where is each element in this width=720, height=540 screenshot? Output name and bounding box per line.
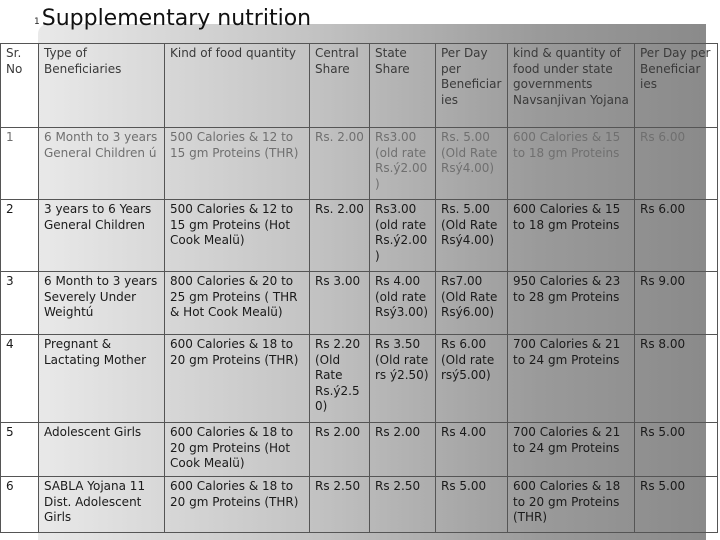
- cell-state-share: Rs3.00 (old rate Rs.ý2.00 ): [369, 127, 436, 200]
- cell-sr-no: 1: [0, 127, 39, 200]
- cell-per-day-state: Rs 9.00: [634, 271, 718, 335]
- slide-number: 1: [34, 17, 40, 27]
- header-central-share: Central Share: [309, 43, 370, 128]
- cell-sr-no: 3: [0, 271, 39, 335]
- cell-food-quantity: 600 Calories & 18 to 20 gm Proteins (THR…: [164, 476, 310, 533]
- cell-per-day: Rs. 5.00 (Old Rate Rsý4.00): [435, 199, 508, 272]
- cell-central-share: Rs 2.20 (Old Rate Rs.ý2.5 0): [309, 334, 370, 423]
- cell-per-day-state: Rs 6.00: [634, 199, 718, 272]
- cell-beneficiary-type: 3 years to 6 Years General Children: [38, 199, 165, 272]
- table-row: 4 Pregnant & Lactating Mother 600 Calori…: [0, 334, 718, 423]
- cell-state-food-quantity: 950 Calories & 23 to 28 gm Proteins: [507, 271, 635, 335]
- cell-state-share: Rs 4.00 (old rate Rsý3.00): [369, 271, 436, 335]
- cell-state-food-quantity: 600 Calories & 15 to 18 gm Proteins: [507, 199, 635, 272]
- cell-food-quantity: 600 Calories & 18 to 20 gm Proteins (THR…: [164, 334, 310, 423]
- table-row: 3 6 Month to 3 years Severely Under Weig…: [0, 271, 718, 335]
- cell-per-day: Rs 4.00: [435, 422, 508, 477]
- cell-beneficiary-type: Adolescent Girls: [38, 422, 165, 477]
- cell-per-day-state: Rs 6.00: [634, 127, 718, 200]
- table-row: 2 3 years to 6 Years General Children 50…: [0, 199, 718, 272]
- cell-state-food-quantity: 600 Calories & 18 to 20 gm Proteins (THR…: [507, 476, 635, 533]
- cell-central-share: Rs. 2.00: [309, 127, 370, 200]
- header-state-share: State Share: [369, 43, 436, 128]
- cell-per-day: Rs. 5.00 (Old Rate Rsý4.00): [435, 127, 508, 200]
- cell-food-quantity: 600 Calories & 18 to 20 gm Proteins (Hot…: [164, 422, 310, 477]
- cell-beneficiary-type: SABLA Yojana 11 Dist. Adolescent Girls: [38, 476, 165, 533]
- header-per-day-state: Per Day per Beneficiar ies: [634, 43, 718, 128]
- cell-state-share: Rs 2.00: [369, 422, 436, 477]
- nutrition-table: Sr. No Type of Beneficiaries Kind of foo…: [0, 43, 718, 533]
- cell-central-share: Rs 2.00: [309, 422, 370, 477]
- cell-state-share: Rs 3.50 (Old rate rs ý2.50): [369, 334, 436, 423]
- cell-beneficiary-type: Pregnant & Lactating Mother: [38, 334, 165, 423]
- cell-sr-no: 4: [0, 334, 39, 423]
- cell-per-day: Rs 5.00: [435, 476, 508, 533]
- cell-sr-no: 2: [0, 199, 39, 272]
- cell-per-day-state: Rs 5.00: [634, 422, 718, 477]
- cell-per-day-state: Rs 8.00: [634, 334, 718, 423]
- table-row: 5 Adolescent Girls 600 Calories & 18 to …: [0, 422, 718, 477]
- cell-food-quantity: 500 Calories & 12 to 15 gm Proteins (THR…: [164, 127, 310, 200]
- cell-beneficiary-type: 6 Month to 3 years General Children ú: [38, 127, 165, 200]
- header-per-day: Per Day per Beneficiar ies: [435, 43, 508, 128]
- cell-food-quantity: 500 Calories & 12 to 15 gm Proteins (Hot…: [164, 199, 310, 272]
- cell-per-day: Rs7.00 (Old Rate Rsý6.00): [435, 271, 508, 335]
- cell-central-share: Rs 2.50: [309, 476, 370, 533]
- cell-state-share: Rs3.00 (old rate Rs.ý2.00 ): [369, 199, 436, 272]
- cell-state-food-quantity: 700 Calories & 21 to 24 gm Proteins: [507, 422, 635, 477]
- header-food-quantity: Kind of food quantity: [164, 43, 310, 128]
- cell-state-food-quantity: 600 Calories & 15 to 18 gm Proteins: [507, 127, 635, 200]
- header-beneficiary-type: Type of Beneficiaries: [38, 43, 165, 128]
- cell-sr-no: 5: [0, 422, 39, 477]
- cell-sr-no: 6: [0, 476, 39, 533]
- header-sr-no: Sr. No: [0, 43, 39, 128]
- slide-title: 1 Supplementary nutrition: [34, 0, 311, 34]
- cell-central-share: Rs. 2.00: [309, 199, 370, 272]
- cell-state-share: Rs 2.50: [369, 476, 436, 533]
- cell-state-food-quantity: 700 Calories & 21 to 24 gm Proteins: [507, 334, 635, 423]
- cell-central-share: Rs 3.00: [309, 271, 370, 335]
- cell-per-day-state: Rs 5.00: [634, 476, 718, 533]
- table-header-row: Sr. No Type of Beneficiaries Kind of foo…: [0, 43, 718, 128]
- cell-per-day: Rs 6.00 (Old rate rsý5.00): [435, 334, 508, 423]
- table-row: 1 6 Month to 3 years General Children ú …: [0, 127, 718, 200]
- table-row: 6 SABLA Yojana 11 Dist. Adolescent Girls…: [0, 476, 718, 533]
- slide-title-text: Supplementary nutrition: [41, 6, 312, 31]
- cell-beneficiary-type: 6 Month to 3 years Severely Under Weight…: [38, 271, 165, 335]
- header-state-food-quantity: kind & quantity of food under state gove…: [507, 43, 635, 128]
- cell-food-quantity: 800 Calories & 20 to 25 gm Proteins ( TH…: [164, 271, 310, 335]
